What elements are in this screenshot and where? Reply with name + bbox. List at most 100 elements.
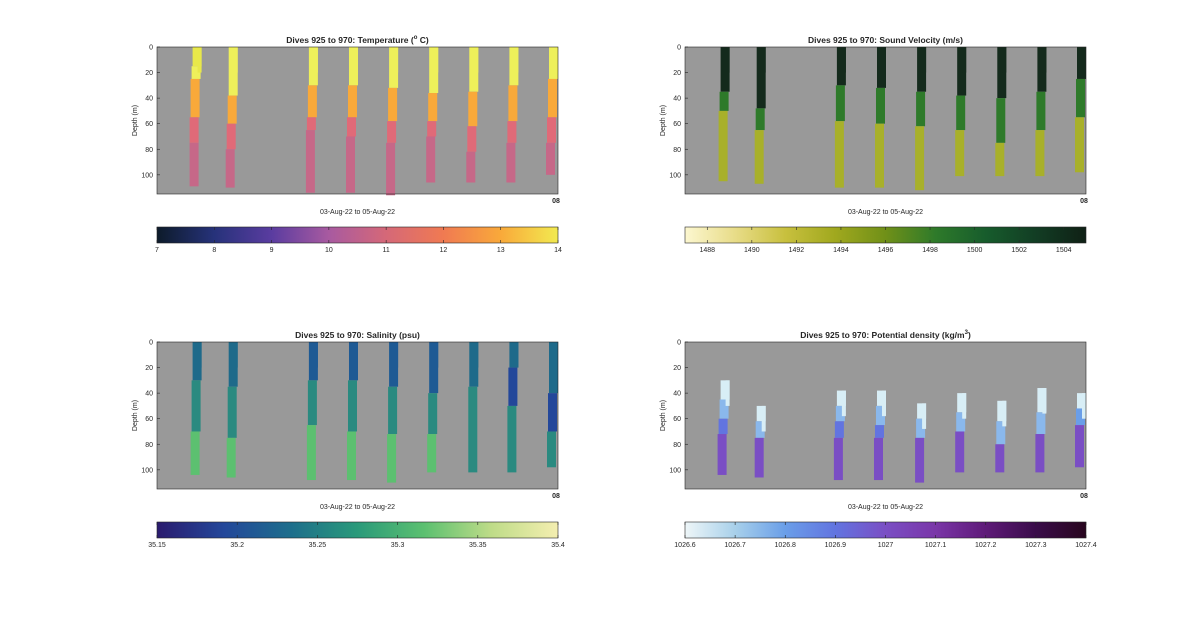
profile-segment: [233, 47, 238, 73]
profile-segment: [1082, 393, 1086, 419]
subplot-3: 0 20 40 60 80 100 08 Dives 925 to 970: Salinity…: [132, 330, 565, 549]
profile-segment: [917, 47, 927, 92]
axes-box: [684, 341, 1087, 490]
x-axis-label: 03-Aug-22 to 05-Aug-22: [848, 504, 923, 511]
profile-segment: [506, 142, 516, 183]
colorbar-tick-label: 35.35: [469, 542, 487, 549]
profile-segment: [957, 47, 967, 96]
profile-segment: [228, 47, 238, 96]
profile-segment: [719, 399, 729, 419]
profile-segment: [916, 91, 926, 127]
profile-segment: [875, 405, 885, 426]
profile-segment: [841, 390, 846, 417]
y-tick-label: 0: [677, 45, 681, 52]
dive-profile: [546, 47, 558, 175]
profile-segment: [507, 405, 517, 473]
chart-title-text: Dives 925 to 970: Sound Velocity (m/s): [808, 35, 963, 45]
axes-box: [156, 46, 559, 195]
profile-segment: [307, 380, 317, 426]
profile-segment: [922, 47, 927, 73]
profile-segment: [474, 342, 479, 368]
dive-profile: [955, 47, 967, 177]
dive-profile: [955, 393, 967, 473]
profile-segment: [1036, 412, 1046, 435]
y-tick-label: 60: [673, 121, 681, 128]
colorbar: 1026.6 1026.7 1026.8 1026.9 1027 1027.1 1027.2…: [674, 521, 1097, 549]
profile-segment: [353, 47, 358, 73]
profile-segment: [1037, 388, 1047, 413]
profile-segment: [956, 412, 966, 432]
y-tick-label: 80: [145, 147, 153, 154]
profile-segment: [833, 437, 843, 481]
profile-segment: [427, 434, 437, 473]
dive-profile: [506, 47, 519, 183]
profile-segment: [1076, 78, 1085, 118]
profile-segment: [915, 437, 925, 483]
profile-segment: [836, 390, 846, 406]
dive-profile: [718, 47, 730, 182]
profile-segment: [841, 47, 846, 73]
dive-profile: [1035, 47, 1047, 177]
colorbar-tick-label: 1026.7: [724, 542, 746, 549]
profile-segment: [507, 121, 517, 143]
profile-segment: [717, 434, 727, 475]
profile-segment: [874, 425, 884, 438]
y-axis-label: Depth (m): [132, 105, 139, 136]
profiles: [189, 47, 558, 196]
profile-segment: [469, 47, 479, 92]
dive-profile: [1075, 393, 1086, 468]
profile-segment: [725, 380, 730, 406]
profile-segment: [1036, 91, 1046, 131]
profile-segment: [307, 85, 317, 118]
profile-segment: [761, 405, 766, 432]
profile-segment: [718, 110, 728, 182]
colorbar: 1488 1490 1492 1494 1496 1498 1500 1502 1504: [684, 226, 1087, 254]
profile-segment: [192, 342, 202, 381]
y-tick-label: 80: [673, 147, 681, 154]
dive-profile: [547, 342, 558, 468]
colorbar-tick-label: 8: [212, 247, 216, 254]
dive-profile: [873, 390, 886, 481]
profile-segment: [394, 47, 399, 73]
colorbar-tick-label: 1026.8: [775, 542, 797, 549]
y-tick-label: 40: [673, 391, 681, 398]
profile-segment: [468, 386, 478, 473]
colorbar-fill: [685, 522, 1086, 538]
profile-segment: [881, 390, 886, 417]
profile-segment: [876, 390, 886, 406]
profile-segment: [725, 47, 730, 73]
profile-segment: [955, 431, 965, 473]
dive-profile: [305, 47, 318, 193]
profile-segment: [197, 342, 202, 368]
colorbar-tick-label: 1027.4: [1075, 542, 1097, 549]
colorbar-box: [156, 226, 559, 244]
profile-segment: [916, 418, 926, 438]
profile-segment: [189, 117, 199, 143]
profile-segment: [720, 47, 730, 92]
profile-segment: [995, 444, 1005, 473]
chart-title-text: Dives 925 to 970: Potential density (kg/…: [800, 330, 965, 340]
colorbar-tick-label: 9: [270, 247, 274, 254]
y-axis-label: Depth (m): [660, 105, 667, 136]
subplot-4: 0 20 40 60 80 100 08 Dives 925 to 970: Potentia…: [660, 330, 1097, 549]
x-axis-label: 03-Aug-22 to 05-Aug-22: [848, 209, 923, 216]
dive-profile: [507, 342, 519, 473]
profile-segment: [834, 121, 844, 188]
colorbar-tick-label: 1498: [922, 247, 938, 254]
profile-segment: [719, 91, 729, 111]
colorbar: 35.15 35.2 35.25 35.3 35.35 35.4: [148, 521, 565, 549]
profile-segment: [306, 117, 316, 131]
chart-title-text: Dives 925 to 970: Salinity (psu): [295, 330, 420, 340]
colorbar: 7 8 9 10 11 12 13 14: [155, 226, 562, 254]
colorbar-tick-label: 1502: [1011, 247, 1027, 254]
profile-segment: [962, 393, 967, 419]
colorbar-tick-label: 35.25: [309, 542, 327, 549]
profile-segment: [1082, 47, 1086, 73]
y-tick-label: 40: [145, 391, 153, 398]
colorbar-fill: [157, 227, 558, 243]
dive-profile: [834, 47, 846, 188]
colorbar-tick-label: 14: [554, 247, 562, 254]
y-tick-label: 40: [673, 96, 681, 103]
profile-segment: [996, 98, 1006, 143]
